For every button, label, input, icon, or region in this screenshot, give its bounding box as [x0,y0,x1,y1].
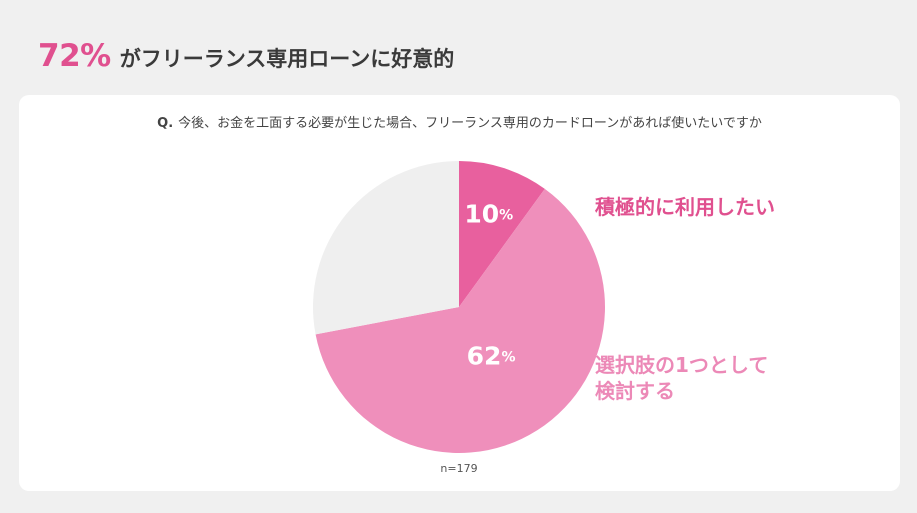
question-text: 今後、お金を工面する必要が生じた場合、フリーランス専用のカードローンがあれば使い… [178,116,762,131]
slice-value-consider: 62% [467,342,516,371]
question-prefix: Q. [157,116,174,131]
headline-text: がフリーランス専用ローンに好意的 [119,47,455,71]
headline-percent: 72% [38,38,111,74]
category-label-active-use: 積極的に利用したい [595,195,775,219]
pie-slice-other [313,161,459,335]
category-label-consider: 選択肢の1つとして 検討する [595,353,769,403]
pie-slice-consider [315,188,606,454]
headline: 72% がフリーランス専用ローンに好意的 [38,38,454,82]
pie-chart: 10% 62% [313,161,606,454]
slice-value-active-use: 10% [464,199,513,228]
pie-slice-active-use [459,161,545,307]
chart-card: Q. 今後、お金を工面する必要が生じた場合、フリーランス専用のカードローンがあれば… [19,95,900,491]
survey-question: Q. 今後、お金を工面する必要が生じた場合、フリーランス専用のカードローンがあれば… [19,112,900,131]
sample-size: n=179 [440,462,478,475]
